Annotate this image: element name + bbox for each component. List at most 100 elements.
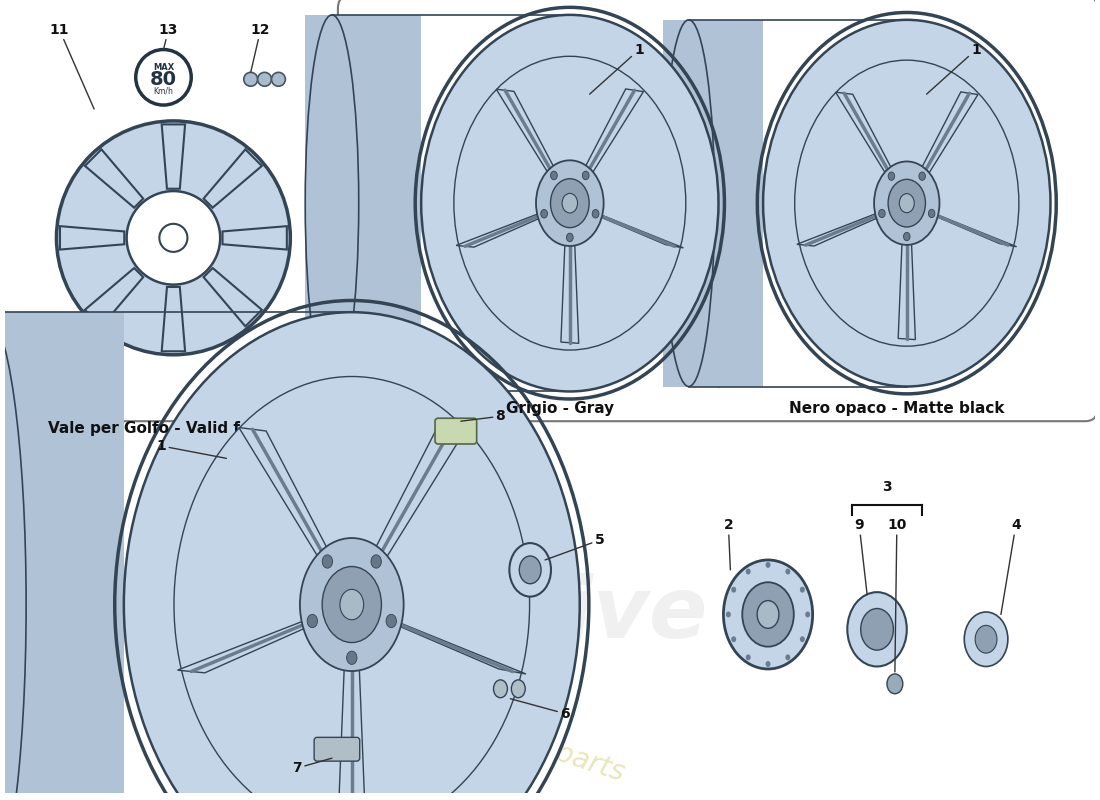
Text: euromotive: euromotive xyxy=(153,573,708,656)
Polygon shape xyxy=(177,618,324,673)
Polygon shape xyxy=(338,650,365,800)
Ellipse shape xyxy=(887,674,903,694)
Ellipse shape xyxy=(785,569,790,574)
Circle shape xyxy=(244,72,257,86)
Polygon shape xyxy=(456,212,552,247)
Ellipse shape xyxy=(746,569,750,574)
Ellipse shape xyxy=(566,233,573,242)
Circle shape xyxy=(272,72,285,86)
Ellipse shape xyxy=(322,566,382,642)
Text: 12: 12 xyxy=(251,22,271,72)
Ellipse shape xyxy=(742,582,794,646)
Ellipse shape xyxy=(766,661,770,667)
Polygon shape xyxy=(579,89,644,180)
Text: 9: 9 xyxy=(855,518,867,594)
Text: 1: 1 xyxy=(590,42,645,94)
Text: 2: 2 xyxy=(724,518,734,570)
Ellipse shape xyxy=(371,555,382,568)
FancyBboxPatch shape xyxy=(338,0,1097,422)
Polygon shape xyxy=(305,15,421,391)
Text: Nero opaco - Matte black: Nero opaco - Matte black xyxy=(789,402,1004,416)
Polygon shape xyxy=(663,20,763,386)
Polygon shape xyxy=(366,427,464,569)
Circle shape xyxy=(135,50,191,105)
FancyBboxPatch shape xyxy=(315,738,360,761)
Text: 7: 7 xyxy=(293,758,332,775)
Ellipse shape xyxy=(888,172,894,180)
Ellipse shape xyxy=(726,611,730,618)
FancyBboxPatch shape xyxy=(1,0,346,422)
Polygon shape xyxy=(239,427,338,569)
Circle shape xyxy=(160,224,187,252)
Text: Vale per Golfo - Valid for Gulf: Vale per Golfo - Valid for Gulf xyxy=(48,422,298,436)
Circle shape xyxy=(56,121,290,354)
Polygon shape xyxy=(60,226,124,250)
Ellipse shape xyxy=(340,590,364,620)
Polygon shape xyxy=(85,150,143,208)
Ellipse shape xyxy=(928,210,935,218)
Ellipse shape xyxy=(421,15,718,391)
Polygon shape xyxy=(162,287,185,351)
Polygon shape xyxy=(85,268,143,326)
Polygon shape xyxy=(796,211,890,246)
Ellipse shape xyxy=(305,15,359,391)
Ellipse shape xyxy=(724,560,813,669)
Ellipse shape xyxy=(860,609,893,650)
Ellipse shape xyxy=(592,210,598,218)
Polygon shape xyxy=(496,89,561,180)
Ellipse shape xyxy=(746,654,750,660)
Text: Km/h: Km/h xyxy=(154,86,174,96)
Text: 3: 3 xyxy=(882,479,892,494)
Ellipse shape xyxy=(800,636,805,642)
Text: 4: 4 xyxy=(1001,518,1021,614)
Ellipse shape xyxy=(965,612,1008,666)
Polygon shape xyxy=(587,211,683,248)
Ellipse shape xyxy=(550,178,590,228)
Text: a passion for parts: a passion for parts xyxy=(373,680,628,786)
Ellipse shape xyxy=(346,651,358,665)
Ellipse shape xyxy=(879,210,886,218)
Polygon shape xyxy=(924,211,1016,246)
Text: 10: 10 xyxy=(888,518,906,672)
Ellipse shape xyxy=(900,194,914,213)
Ellipse shape xyxy=(732,636,736,642)
Ellipse shape xyxy=(519,556,541,584)
Polygon shape xyxy=(204,150,262,208)
Polygon shape xyxy=(899,231,915,340)
Ellipse shape xyxy=(512,680,525,698)
Ellipse shape xyxy=(386,614,396,628)
Text: 8: 8 xyxy=(461,410,505,423)
Polygon shape xyxy=(378,618,526,674)
Ellipse shape xyxy=(763,20,1050,386)
Ellipse shape xyxy=(307,614,318,628)
Ellipse shape xyxy=(300,538,404,671)
Ellipse shape xyxy=(757,601,779,628)
Ellipse shape xyxy=(0,312,26,800)
Ellipse shape xyxy=(124,312,580,800)
Text: 80: 80 xyxy=(150,70,177,89)
Polygon shape xyxy=(222,226,287,250)
Ellipse shape xyxy=(541,210,548,218)
Ellipse shape xyxy=(888,179,925,227)
Ellipse shape xyxy=(785,654,790,660)
Ellipse shape xyxy=(805,611,811,618)
Text: MAX: MAX xyxy=(153,63,174,72)
Ellipse shape xyxy=(766,562,770,568)
Ellipse shape xyxy=(903,232,910,241)
Text: 5: 5 xyxy=(544,533,604,560)
Text: 13: 13 xyxy=(158,22,178,50)
Ellipse shape xyxy=(494,680,507,698)
Ellipse shape xyxy=(800,586,805,593)
Polygon shape xyxy=(0,312,124,800)
Ellipse shape xyxy=(562,194,578,213)
Polygon shape xyxy=(162,125,185,189)
Text: since 1955: since 1955 xyxy=(835,210,999,306)
Ellipse shape xyxy=(322,555,332,568)
Ellipse shape xyxy=(536,160,604,246)
Ellipse shape xyxy=(550,171,558,180)
Ellipse shape xyxy=(663,20,715,386)
Ellipse shape xyxy=(582,171,590,180)
Ellipse shape xyxy=(732,586,736,593)
FancyBboxPatch shape xyxy=(434,418,476,444)
Polygon shape xyxy=(836,92,898,181)
